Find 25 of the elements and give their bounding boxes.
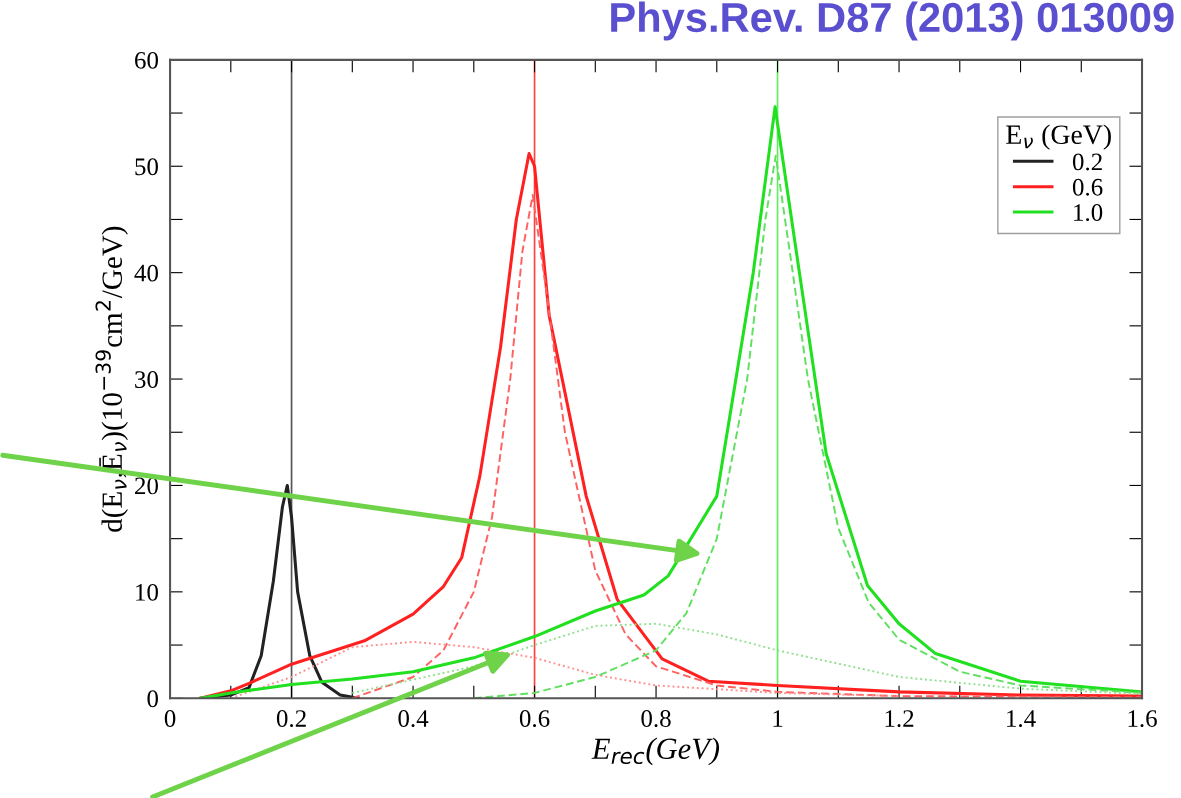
x-tick-label: 0.4 [398,710,429,728]
legend-label: 0.6 [1072,178,1103,196]
x-tick-label: 1.2 [885,710,914,728]
legend-label: 1.0 [1074,204,1103,222]
x-tick-label: 0.6 [519,710,550,728]
y-tick-label: 0 [147,690,158,708]
x-tick-label: 1.6 [1128,710,1157,728]
text: d(E$_{ν}$,Ē$_{ν}$)(10$^{−39}$cm$^{2}$/GeV) [95,226,128,532]
x-tick-label: 1.4 [1007,710,1036,728]
line-series [351,622,1143,695]
legend-title: E$_{ν}$ (GeV) [1006,124,1111,150]
x-tick-label: 0 [164,710,176,727]
legend-label: 0.2 [1072,153,1102,171]
y-tick-label: 50 [135,158,158,176]
x-axis-title: E$_{rec}$(GeV) [591,737,720,766]
y-tick-label: 30 [135,371,158,388]
line-series [351,194,1143,699]
y-tick-label: 40 [134,264,158,282]
y-tick-label: 60 [135,51,158,69]
y-tick-label: 10 [136,583,158,601]
y-tick-label: 20 [135,477,158,495]
x-tick-label: 0.8 [641,710,671,728]
chart-title: Phys.Rev. D87 (2013) 013009 [611,1,1174,41]
x-tick-label: 0.2 [276,710,306,728]
x-tick-label: 1 [773,710,783,727]
